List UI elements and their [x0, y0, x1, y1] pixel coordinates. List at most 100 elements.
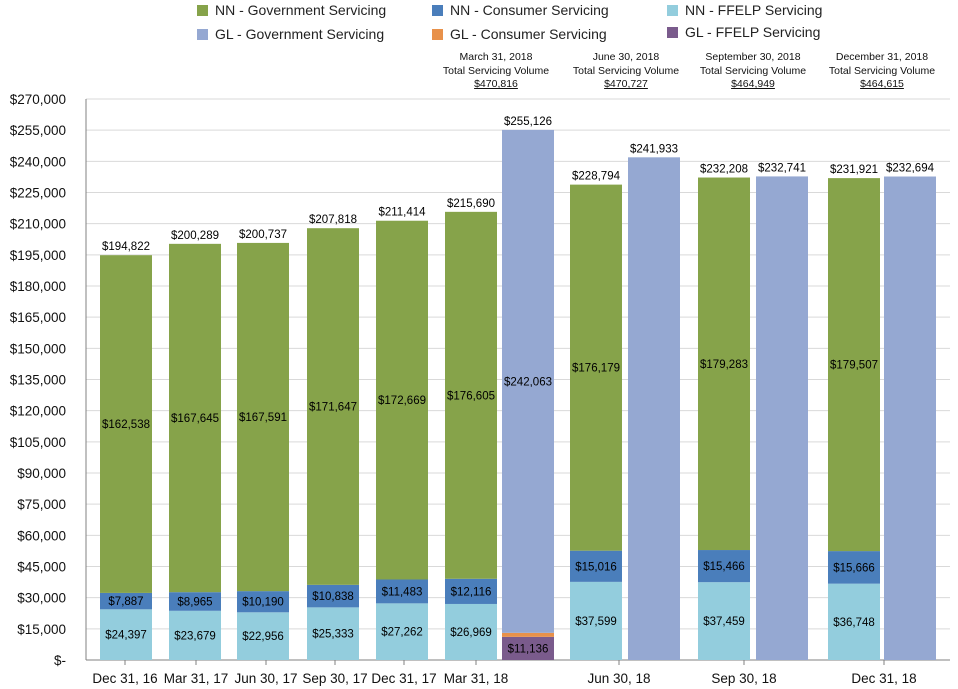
legend-swatch-nn-government	[197, 4, 208, 16]
total-label-gl: $241,933	[630, 143, 678, 155]
bar-nn-government-servicing-mar-31-18	[445, 211, 497, 579]
y-tick-label: $90,000	[17, 466, 66, 481]
x-tick-label: Sep 30, 18	[711, 671, 776, 686]
bar-nn-consumer-servicing-dec-31-17	[376, 579, 428, 604]
x-tick-label: Dec 31, 17	[371, 671, 436, 686]
bar-nn-government-servicing-mar-31-17	[169, 243, 221, 593]
volume-caption: Total Servicing Volume	[442, 64, 550, 77]
bar-gl-ffelp-servicing-mar-31-18	[502, 636, 554, 660]
data-label-nn-government-servicing: $171,647	[309, 402, 357, 414]
data-label-nn-ffelp-servicing: $37,599	[575, 616, 617, 628]
bar-nn-government-servicing-jun-30-17	[237, 242, 289, 592]
volume-caption: Total Servicing Volume	[828, 64, 936, 77]
total-label-nn: $211,414	[378, 207, 426, 219]
bar-nn-ffelp-servicing-jun-30-17	[237, 612, 289, 660]
x-tick-label: Mar 31, 17	[164, 671, 229, 686]
total-label-gl: $255,126	[504, 116, 552, 128]
bar-nn-government-servicing-sep-30-18	[698, 177, 750, 551]
legend-item-gl-ffelp: GL - FFELP Servicing	[667, 24, 820, 40]
y-tick-label: $165,000	[10, 310, 66, 325]
data-label-gl-ffelp-servicing: $11,136	[508, 643, 549, 655]
y-tick-label: $195,000	[10, 248, 66, 263]
data-label-nn-consumer-servicing: $11,483	[382, 586, 423, 598]
bar-nn-ffelp-servicing-mar-31-17	[169, 610, 221, 660]
volume-amount: $470,727	[604, 78, 648, 90]
y-tick-label: $270,000	[10, 92, 66, 107]
volume-date: December 31, 2018	[835, 51, 929, 63]
bar-gl-government-servicing-mar-31-18	[502, 129, 554, 633]
bar-gl-government-servicing-sep-30-18	[756, 176, 808, 660]
data-label-nn-ffelp-servicing: $37,459	[703, 616, 745, 628]
data-label-gl-government-servicing: $242,063	[504, 376, 552, 388]
bar-nn-consumer-servicing-sep-30-17	[307, 584, 359, 608]
y-tick-label: $15,000	[17, 622, 66, 637]
data-label-nn-consumer-servicing: $8,965	[177, 596, 212, 608]
volume-amount: $470,816	[474, 78, 518, 90]
y-tick-label: $60,000	[17, 528, 66, 543]
data-label-nn-ffelp-servicing: $25,333	[312, 629, 354, 641]
volume-amount: $464,615	[860, 78, 904, 90]
total-label-nn: $200,737	[239, 229, 287, 241]
data-label-nn-consumer-servicing: $15,016	[575, 561, 617, 573]
volume-date: September 30, 2018	[705, 51, 801, 63]
legend-item-nn-consumer: NN - Consumer Servicing	[432, 2, 609, 18]
data-label-nn-consumer-servicing: $10,838	[312, 591, 354, 603]
data-label-nn-government-servicing: $179,507	[830, 360, 878, 372]
data-label-nn-government-servicing: $167,591	[239, 412, 287, 424]
bar-gl-government-servicing-dec-31-18	[884, 176, 936, 660]
data-label-nn-government-servicing: $167,645	[171, 413, 219, 425]
bar-nn-ffelp-servicing-sep-30-18	[698, 582, 750, 660]
volume-annotation-sep-18: September 30, 2018 Total Servicing Volum…	[688, 51, 818, 92]
data-label-nn-consumer-servicing: $12,116	[451, 586, 492, 598]
y-tick-label: $105,000	[10, 435, 66, 450]
bar-nn-consumer-servicing-dec-31-18	[828, 551, 880, 584]
data-label-nn-consumer-servicing: $15,466	[703, 561, 745, 573]
data-label-nn-ffelp-servicing: $23,679	[174, 630, 216, 642]
volume-date: March 31, 2018	[459, 51, 533, 63]
total-label-nn: $228,794	[572, 171, 621, 183]
data-label-nn-government-servicing: $162,538	[102, 419, 150, 431]
legend-swatch-gl-government	[197, 28, 208, 40]
legend-label-gl-consumer: GL - Consumer Servicing	[450, 26, 607, 42]
x-tick-label: Dec 31, 16	[92, 671, 157, 686]
bar-nn-ffelp-servicing-dec-31-18	[828, 583, 880, 660]
legend-swatch-gl-consumer	[432, 28, 443, 40]
data-label-nn-government-servicing: $176,179	[572, 363, 620, 375]
legend-label-nn-consumer: NN - Consumer Servicing	[450, 2, 609, 18]
x-tick-label: Jun 30, 17	[234, 671, 297, 686]
bar-nn-consumer-servicing-mar-31-17	[169, 592, 221, 611]
legend-item-nn-government: NN - Government Servicing	[197, 2, 386, 18]
bar-nn-ffelp-servicing-dec-31-16	[100, 609, 152, 660]
total-label-nn: $207,818	[309, 214, 357, 226]
x-tick-label: Jun 30, 18	[587, 671, 650, 686]
y-tick-label: $30,000	[17, 591, 66, 606]
bar-nn-consumer-servicing-jun-30-18	[570, 550, 622, 582]
bar-nn-consumer-servicing-dec-31-16	[100, 592, 152, 610]
volume-annotation-jun-18: June 30, 2018 Total Servicing Volume $47…	[561, 51, 691, 92]
bar-nn-consumer-servicing-jun-30-17	[237, 591, 289, 613]
x-tick-label: Dec 31, 18	[851, 671, 916, 686]
y-tick-label: $75,000	[17, 497, 66, 512]
data-label-nn-ffelp-servicing: $27,262	[381, 627, 423, 639]
y-tick-label: $255,000	[10, 123, 66, 138]
legend-label-nn-ffelp: NN - FFELP Servicing	[685, 2, 823, 18]
volume-annotation-mar-18: March 31, 2018 Total Servicing Volume $4…	[431, 51, 561, 92]
volume-caption: Total Servicing Volume	[572, 64, 680, 77]
bar-nn-government-servicing-jun-30-18	[570, 184, 622, 551]
bar-nn-government-servicing-dec-31-18	[828, 178, 880, 552]
bar-nn-ffelp-servicing-mar-31-18	[445, 603, 497, 660]
data-label-nn-ffelp-servicing: $24,397	[105, 630, 147, 642]
bar-nn-government-servicing-dec-31-16	[100, 255, 152, 593]
y-tick-label: $120,000	[10, 404, 66, 419]
y-tick-label: $210,000	[10, 217, 66, 232]
legend-item-nn-ffelp: NN - FFELP Servicing	[667, 2, 822, 18]
legend-label-nn-government: NN - Government Servicing	[215, 2, 387, 18]
legend-swatch-nn-ffelp	[667, 4, 678, 16]
bar-gl-consumer-servicing-mar-31-18	[502, 632, 554, 637]
total-label-nn: $194,822	[102, 241, 150, 253]
data-label-nn-government-servicing: $179,283	[700, 359, 748, 371]
y-tick-label: $150,000	[10, 341, 66, 356]
data-label-nn-consumer-servicing: $10,190	[242, 597, 284, 609]
legend-label-gl-government: GL - Government Servicing	[215, 26, 385, 42]
